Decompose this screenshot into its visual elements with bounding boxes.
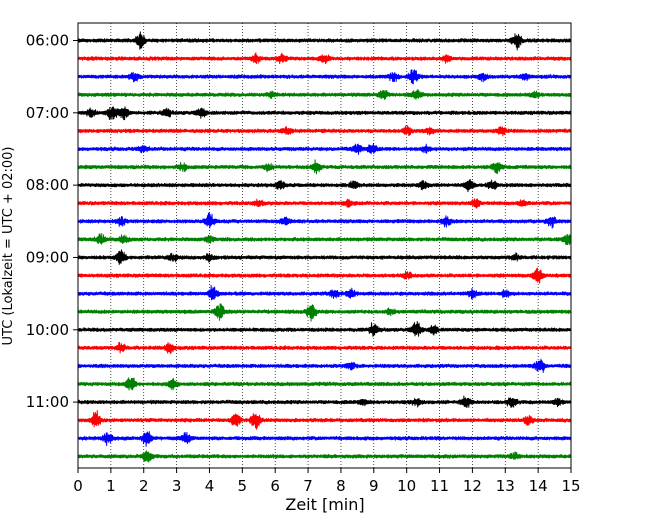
y-tick-label: 08:00 xyxy=(26,176,69,194)
y-axis-ticks: 06:00 07:00 08:00 09:00 10:00 11:00 xyxy=(26,32,78,411)
trace-row-20 xyxy=(77,377,572,391)
x-tick-label: 9 xyxy=(369,477,379,495)
trace-row-6 xyxy=(77,125,572,137)
y-axis-label: UTC (Lokalzeit = UTC + 02:00) xyxy=(1,147,16,346)
y-tick-label: 11:00 xyxy=(26,393,69,411)
y-tick-label: 06:00 xyxy=(26,32,69,50)
trace-row-22 xyxy=(77,409,572,430)
trace-row-15 xyxy=(77,284,572,301)
x-tick-label: 7 xyxy=(303,477,313,495)
trace-row-14 xyxy=(77,267,572,284)
trace-row-10 xyxy=(77,198,572,209)
trace-row-13 xyxy=(77,249,572,265)
x-tick-label: 2 xyxy=(139,477,149,495)
x-tick-label: 0 xyxy=(73,477,83,495)
trace-row-5 xyxy=(77,106,572,121)
trace-row-17 xyxy=(77,320,572,337)
x-tick-label: 6 xyxy=(270,477,280,495)
trace-row-7 xyxy=(77,142,572,155)
trace-row-8 xyxy=(77,159,572,175)
trace-row-9 xyxy=(77,178,572,193)
seismogram-traces xyxy=(77,31,572,463)
x-tick-label: 4 xyxy=(205,477,215,495)
trace-row-11 xyxy=(77,212,572,229)
x-axis-label: Zeit [min] xyxy=(285,495,364,514)
x-axis-ticks: 0 1 2 3 4 5 6 7 8 9 10 11 12 13 14 15 xyxy=(73,468,581,495)
x-tick-label: 5 xyxy=(238,477,248,495)
y-tick-label: 07:00 xyxy=(26,104,69,122)
y-tick-label: 10:00 xyxy=(26,321,69,339)
y-tick-label: 09:00 xyxy=(26,248,69,266)
x-tick-label: 3 xyxy=(172,477,182,495)
x-tick-label: 8 xyxy=(336,477,346,495)
x-tick-label: 11 xyxy=(430,477,449,495)
x-tick-label: 12 xyxy=(463,477,482,495)
trace-row-2 xyxy=(77,52,572,65)
trace-row-3 xyxy=(77,69,572,85)
trace-row-19 xyxy=(77,358,572,374)
x-tick-label: 13 xyxy=(496,477,515,495)
trace-row-4 xyxy=(77,89,572,100)
trace-row-1 xyxy=(77,31,572,51)
trace-row-24 xyxy=(77,450,572,463)
plot-frame xyxy=(77,22,572,469)
trace-row-23 xyxy=(77,431,572,447)
x-tick-label: 15 xyxy=(561,477,580,495)
trace-row-12 xyxy=(77,233,572,246)
x-tick-label: 1 xyxy=(106,477,116,495)
x-tick-label: 14 xyxy=(529,477,548,495)
trace-row-21 xyxy=(77,395,572,408)
grid-lines xyxy=(110,23,539,468)
trace-row-18 xyxy=(77,341,572,355)
trace-row-16 xyxy=(77,303,572,322)
x-tick-label: 10 xyxy=(397,477,416,495)
